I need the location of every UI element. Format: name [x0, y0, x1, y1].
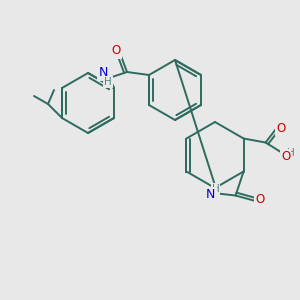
Text: H: H: [104, 77, 112, 87]
Text: N: N: [98, 67, 108, 80]
Text: H: H: [212, 184, 220, 194]
Text: O: O: [276, 122, 285, 135]
Text: O: O: [111, 44, 121, 58]
Text: H: H: [287, 148, 295, 158]
Text: O: O: [255, 193, 264, 206]
Text: N: N: [206, 188, 215, 201]
Text: O: O: [281, 150, 290, 163]
